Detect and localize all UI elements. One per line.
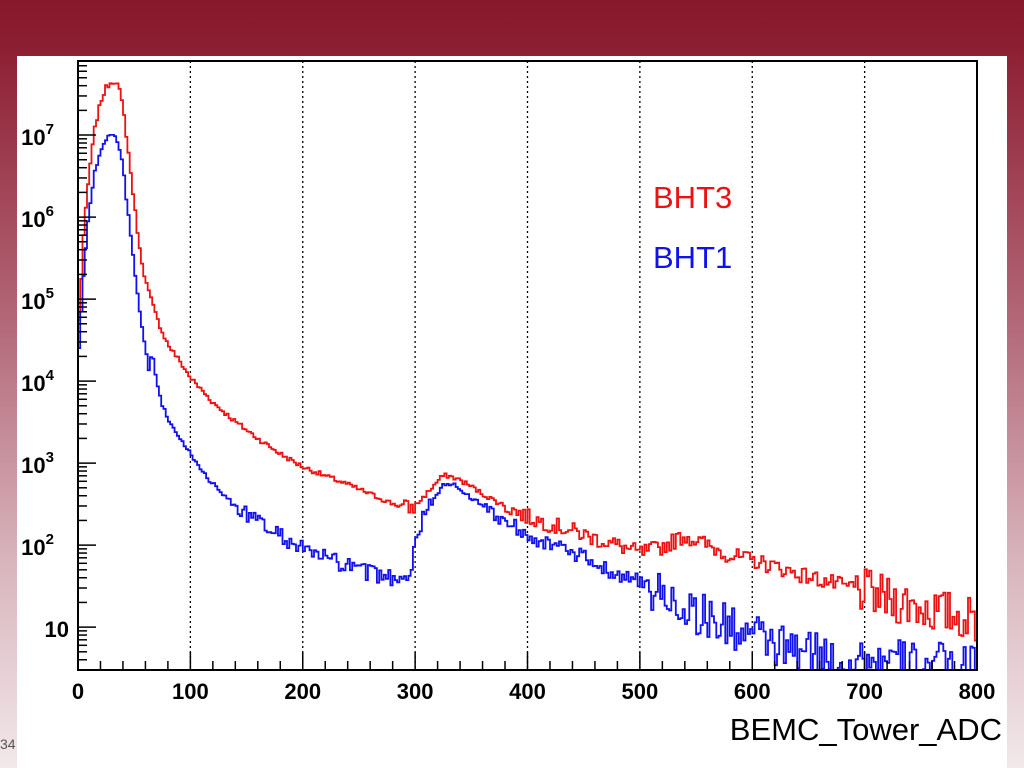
x-tick-label: 100 — [172, 679, 209, 704]
slide-canvas: 0 100 200 300 400 500 600 700 800 10 102 103 104 105… — [17, 56, 1007, 768]
title-band — [0, 0, 1024, 56]
x-tick-label: 700 — [846, 679, 883, 704]
y-tick-label: 103 — [21, 449, 54, 478]
legend-entry-bht1: BHT1 — [653, 240, 732, 275]
x-tick-label: 0 — [72, 679, 84, 704]
y-tick-label: 10 — [45, 617, 69, 642]
series-bht3-line — [78, 82, 977, 642]
slide-number: 34 — [0, 736, 16, 752]
x-tick-label: 500 — [622, 679, 659, 704]
x-axis: 0 100 200 300 400 500 600 700 800 — [72, 652, 995, 704]
x-axis-title: BEMC_Tower_ADC — [729, 712, 1002, 747]
histogram-plot: 0 100 200 300 400 500 600 700 800 10 102 103 104 105… — [21, 60, 995, 704]
y-tick-label: 106 — [21, 203, 54, 232]
y-tick-label: 102 — [21, 531, 54, 560]
x-tick-label: 300 — [397, 679, 434, 704]
x-tick-label: 200 — [284, 679, 321, 704]
x-tick-label: 400 — [509, 679, 546, 704]
grid-lines — [189, 61, 866, 670]
y-tick-label: 105 — [21, 285, 54, 314]
y-axis: 10 102 103 104 105 106 107 — [21, 60, 96, 671]
x-tick-label: 600 — [734, 679, 771, 704]
y-tick-label: 107 — [21, 121, 54, 150]
x-tick-label: 800 — [959, 679, 996, 704]
legend-entry-bht3: BHT3 — [653, 180, 732, 215]
legend: BHT3 BHT1 — [653, 180, 732, 275]
y-tick-label: 104 — [21, 367, 54, 396]
